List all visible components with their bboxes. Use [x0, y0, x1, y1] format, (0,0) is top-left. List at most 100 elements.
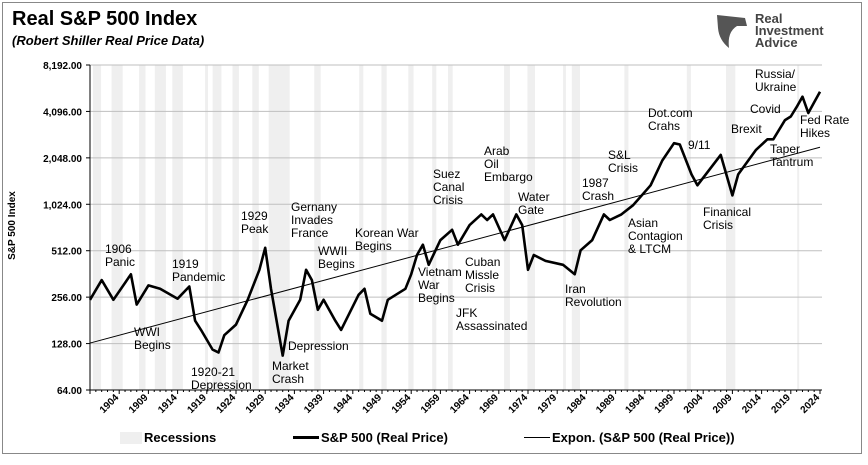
x-tick-label: 1914 [156, 392, 180, 416]
x-tick-label: 2024 [799, 392, 823, 416]
y-tick-label: 512.00 [51, 247, 82, 258]
legend-item-trend: Expon. (S&P 500 (Real Price)) [524, 430, 735, 445]
annotation: Market Crash [272, 359, 309, 386]
logo: Real Investment Advice [715, 12, 824, 50]
recession-band [139, 65, 146, 390]
x-tick-label: 2009 [711, 392, 735, 416]
x-tick-label: 1989 [594, 392, 618, 416]
recession-band [205, 65, 208, 390]
legend-label: S&P 500 (Real Price) [321, 430, 448, 445]
logo-line: Real [755, 11, 783, 26]
recession-band [252, 65, 259, 390]
recession-band [154, 65, 166, 390]
chart-title: Real S&P 500 Index [12, 8, 198, 30]
annotation: Fed Rate Hikes [800, 113, 850, 140]
annotation: Cuban Missle Crisis [465, 255, 501, 295]
chart-subtitle: (Robert Shiller Real Price Data) [12, 33, 205, 48]
x-tick-label: 1999 [653, 392, 677, 416]
y-tick-label: 4,096.00 [43, 107, 82, 118]
y-tick-label: 128.00 [51, 340, 82, 351]
legend-item-price: S&P 500 (Real Price) [293, 430, 448, 445]
recession-band [686, 65, 691, 390]
legend-item-recessions: Recessions [120, 430, 216, 445]
annotation: Korean War Begins [355, 226, 419, 253]
annotation: WWI Begins [134, 325, 171, 352]
recession-band [314, 65, 321, 390]
recession-band [359, 65, 364, 390]
recession-band [447, 65, 453, 390]
recession-band [571, 65, 580, 390]
recession-band [563, 65, 566, 390]
annotation: Finanical Crisis [703, 205, 752, 232]
annotation: Taper Tantrum [770, 142, 814, 169]
annotation: Covid [750, 102, 781, 116]
x-tick-label: 1959 [419, 392, 443, 416]
annotation: Brexit [731, 122, 762, 136]
recession-band [92, 65, 102, 390]
annotation: Dot.com Crahs [648, 106, 693, 133]
annotation: 1906 Panic [105, 242, 136, 269]
annotation: S&L Crisis [608, 148, 638, 175]
x-tick-label: 2014 [740, 392, 764, 416]
x-tick-label: 1984 [565, 392, 589, 416]
y-tick-label: 64.00 [57, 386, 82, 397]
logo-line: Investment [755, 23, 824, 38]
x-tick-label: 2004 [682, 392, 706, 416]
annotation: 1987 Crash [582, 176, 615, 203]
legend-swatch [524, 437, 550, 438]
annotation: Depression [288, 339, 349, 353]
annotation: 1929 Peak [241, 209, 269, 236]
recession-band [212, 65, 222, 390]
logo-line: Advice [755, 35, 798, 50]
recession-band [504, 65, 510, 390]
recession-band [725, 65, 736, 390]
x-tick-label: 1909 [127, 392, 151, 416]
x-tick-label: 1919 [185, 392, 209, 416]
y-tick-label: 256.00 [51, 293, 82, 304]
annotation: Iran Revolution [565, 282, 622, 309]
y-axis-label: S&P 500 Index [6, 191, 18, 260]
x-tick-label: 1974 [507, 392, 531, 416]
x-tick-label: 1994 [623, 392, 647, 416]
recession-band [408, 65, 414, 390]
recession-band [797, 65, 800, 390]
x-tick-label: 1924 [215, 392, 239, 416]
recession-band [624, 65, 629, 390]
chart-frame [2, 2, 862, 454]
x-tick-label: 1979 [536, 392, 560, 416]
annotation: 1920-21 Depression [191, 365, 252, 392]
x-tick-label: 2019 [769, 392, 793, 416]
recession-band [527, 65, 536, 390]
annotation: 1919 Pandemic [172, 257, 226, 284]
y-tick-label: 2,048.00 [43, 154, 82, 165]
x-tick-label: 1939 [302, 392, 326, 416]
x-tick-label: 1934 [273, 392, 297, 416]
y-tick-label: 1,024.00 [43, 200, 82, 211]
eagle-icon [717, 15, 747, 48]
recession-band [111, 65, 123, 390]
x-tick-label: 1949 [361, 392, 385, 416]
annotation: Asian Contagion & LTCM [628, 216, 683, 256]
x-tick-label: 1964 [448, 392, 472, 416]
x-tick-label: 1969 [477, 392, 501, 416]
annotation: Russia/ Ukraine [755, 67, 797, 94]
price-line [88, 91, 822, 357]
annotation: Water Gate [518, 190, 550, 217]
recession-band [172, 65, 183, 390]
annotation: WWII Begins [318, 244, 355, 271]
y-tick-label: 8,192.00 [43, 61, 82, 72]
recession-band [232, 65, 239, 390]
annotation: JFK Assassinated [456, 306, 528, 333]
legend-swatch [293, 436, 319, 439]
x-tick-label: 1954 [390, 392, 414, 416]
legend-swatch [120, 431, 142, 444]
annotation: Vietnam War Begins [418, 265, 462, 305]
legend-label: Expon. (S&P 500 (Real Price)) [552, 430, 735, 445]
recession-band [432, 65, 437, 390]
x-tick-label: 1944 [331, 392, 355, 416]
legend-label: Recessions [144, 430, 217, 445]
annotation: Arab Oil Embargo [484, 144, 533, 184]
annotation: 9/11 [688, 138, 711, 152]
